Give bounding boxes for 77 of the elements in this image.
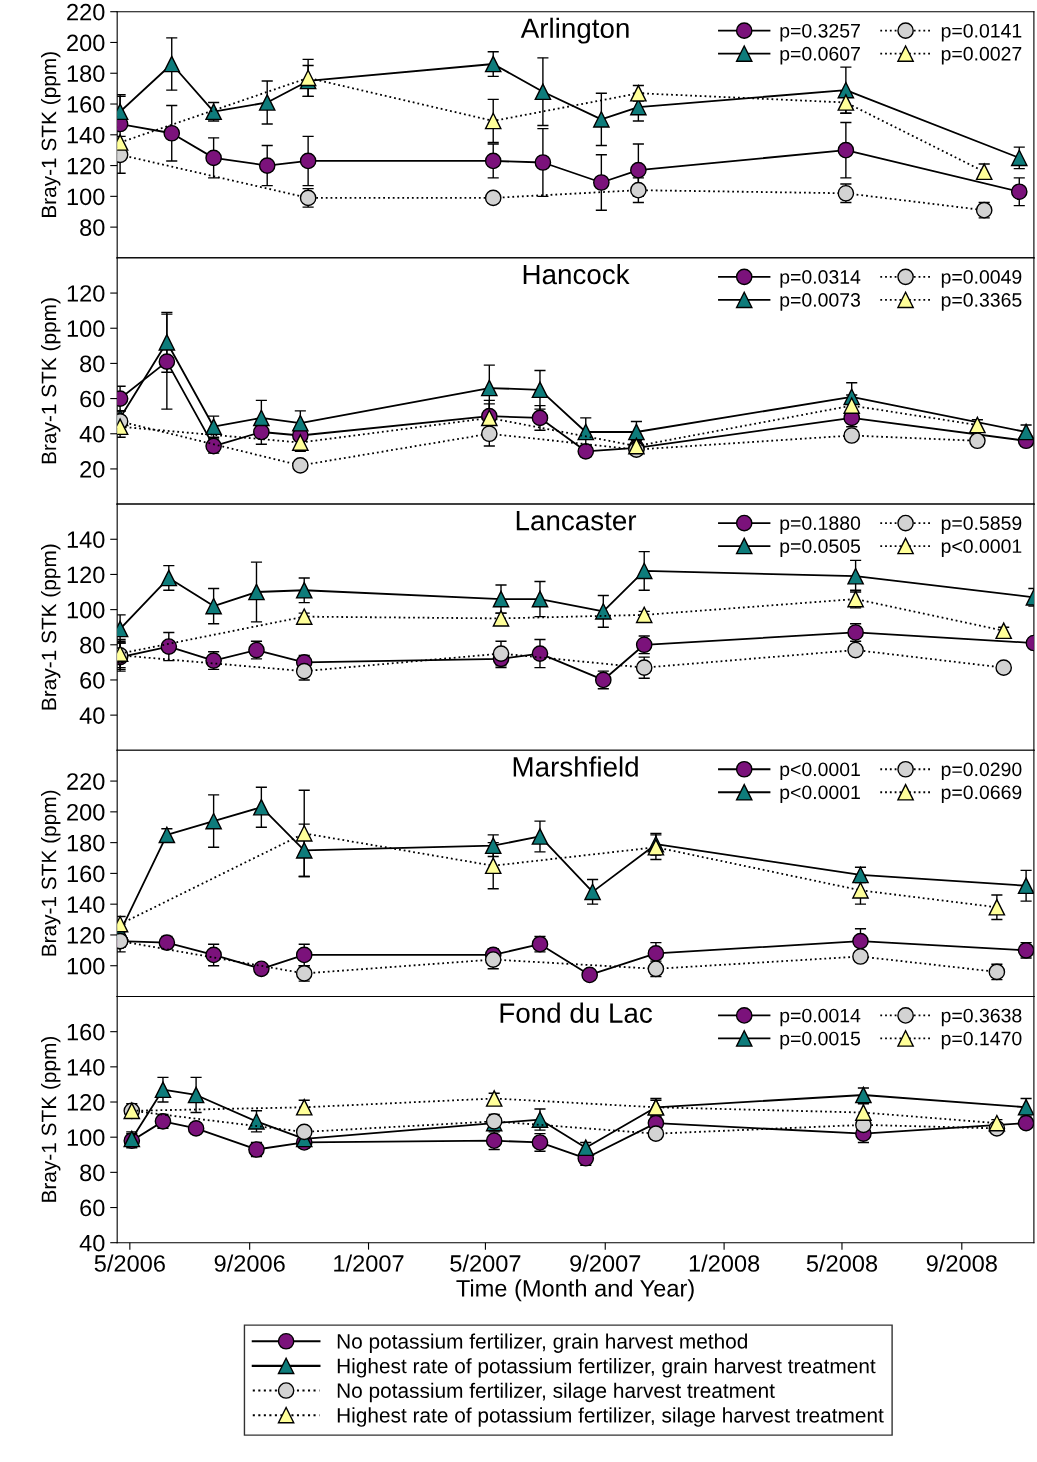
- y-tick-label: 80: [80, 636, 105, 654]
- y-tick-label: 100: [67, 601, 105, 619]
- y-tick-label: 200: [67, 803, 105, 821]
- y-tick-label: 180: [67, 834, 105, 852]
- legend-label: p=0.0505: [780, 539, 861, 557]
- legend-label: p<0.0001: [780, 785, 860, 804]
- y-axis-title: Bray-1 STK (ppm): [41, 544, 61, 710]
- legend-label: p=0.0141: [941, 23, 1022, 42]
- chart-title: Lancaster: [516, 511, 637, 531]
- legend-label: p=0.3365: [941, 293, 1022, 311]
- y-tick-label: 220: [67, 3, 105, 21]
- y-tick-label: 140: [67, 126, 105, 144]
- legend-label: p=0.5859: [941, 516, 1022, 534]
- y-tick-label: 160: [67, 865, 105, 883]
- x-tick-label: 1/2008: [689, 1254, 760, 1272]
- y-tick-label: 60: [80, 672, 105, 689]
- y-tick-label: 220: [67, 773, 105, 790]
- legend-label: p=0.0314: [780, 270, 861, 288]
- legend-label: p<0.0001: [941, 539, 1022, 557]
- y-tick-label: 140: [67, 896, 105, 913]
- y-tick-label: 100: [67, 957, 105, 975]
- x-tick-label: 5/2008: [806, 1254, 878, 1272]
- y-tick-label: 120: [67, 157, 105, 175]
- y-tick-label: 80: [80, 355, 105, 373]
- text: No potassium fertilizer, silage harvest treatment: [337, 1382, 775, 1403]
- legend-label: p=0.1470: [941, 1031, 1022, 1050]
- x-axis-title: Time (Month and Year): [456, 1279, 694, 1302]
- text: Highest rate of potassium fertilizer, silage harvest treatment: [337, 1407, 884, 1427]
- y-tick-label: 140: [67, 531, 105, 549]
- y-tick-label: 100: [67, 188, 105, 206]
- legend-label: p=0.0607: [780, 46, 860, 65]
- legend-label: p=0.0027: [941, 46, 1022, 65]
- legend-label: p=0.0073: [780, 293, 861, 311]
- y-tick-label: 120: [67, 927, 105, 944]
- legend-label: p=0.3638: [941, 1008, 1022, 1027]
- y-tick-label: 120: [67, 1094, 105, 1111]
- y-tick-label: 160: [67, 96, 105, 113]
- y-tick-label: 80: [80, 219, 105, 236]
- y-axis-title: Bray-1 STK (ppm): [41, 1036, 61, 1202]
- y-axis-title: Bray-1 STK (ppm): [41, 298, 61, 464]
- y-tick-label: 100: [67, 1129, 105, 1146]
- x-tick-label: 9/2008: [926, 1254, 997, 1272]
- y-tick-label: 140: [67, 1058, 105, 1076]
- x-tick-label: 9/2006: [214, 1254, 285, 1272]
- chart-title: Hancock: [523, 263, 630, 285]
- legend-label: p=0.0290: [941, 762, 1022, 781]
- text: Highest rate of potassium fertilizer, grain harvest treatment: [337, 1358, 876, 1378]
- y-tick-label: 180: [67, 65, 105, 83]
- y-axis-title: Bray-1 STK (ppm): [41, 52, 61, 218]
- legend-label: p=0.0015: [780, 1031, 861, 1050]
- y-tick-label: 20: [80, 460, 105, 478]
- y-tick-label: 160: [67, 1023, 105, 1041]
- y-tick-label: 120: [67, 566, 105, 584]
- y-tick-label: 40: [79, 1234, 105, 1252]
- legend-label: p=0.3257: [780, 23, 860, 42]
- y-axis-title: Bray-1 STK (ppm): [41, 790, 61, 956]
- x-tick-label: 1/2007: [334, 1254, 404, 1272]
- text: No potassium fertilizer, grain harvest method: [337, 1333, 747, 1353]
- chart-title: Fond du Lac: [500, 1002, 653, 1023]
- x-tick-label: 5/2007: [450, 1254, 521, 1272]
- y-tick-label: 120: [67, 285, 105, 302]
- y-tick-label: 80: [80, 1164, 105, 1182]
- legend-label: p=0.0669: [941, 785, 1022, 804]
- legend-label: p<0.0001: [780, 762, 860, 781]
- y-tick-label: 60: [80, 390, 105, 408]
- y-tick-label: 40: [79, 425, 105, 443]
- legend-label: p=0.0014: [780, 1008, 861, 1027]
- y-tick-label: 200: [67, 34, 105, 52]
- x-tick-label: 9/2007: [570, 1254, 641, 1272]
- y-tick-label: 60: [80, 1199, 105, 1217]
- chart-title: Arlington: [520, 17, 629, 44]
- y-tick-label: 100: [67, 320, 105, 338]
- x-tick-label: 5/2006: [94, 1254, 165, 1272]
- legend-label: p=0.1880: [780, 516, 861, 534]
- legend-label: p=0.0049: [941, 270, 1022, 288]
- y-tick-label: 40: [79, 707, 105, 724]
- chart-title: Marshfield: [513, 756, 638, 777]
